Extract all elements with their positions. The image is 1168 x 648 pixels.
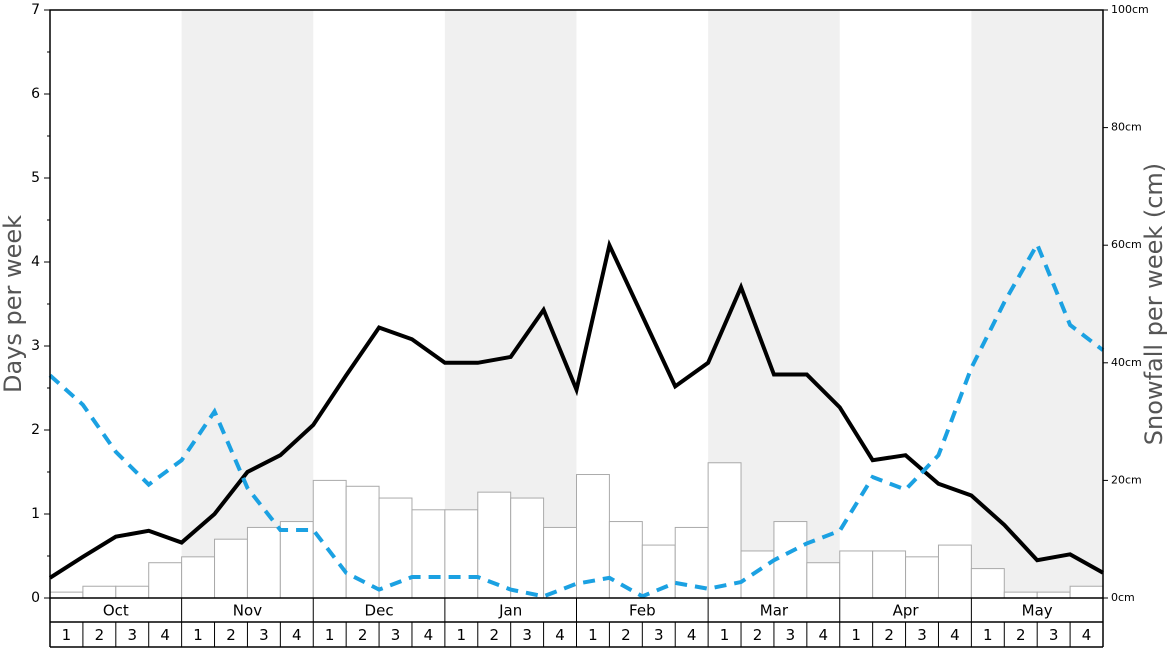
snowfall-bar <box>839 550 874 599</box>
week-label: 4 <box>555 626 565 644</box>
month-label: Oct <box>103 602 129 620</box>
y-tick-label: 5 <box>31 170 40 186</box>
week-label: 3 <box>259 626 269 644</box>
y2-tick-label: 60cm <box>1111 238 1142 251</box>
week-label: 3 <box>391 626 401 644</box>
week-label: 1 <box>851 626 861 644</box>
week-label: 4 <box>819 626 829 644</box>
week-label: 2 <box>489 626 499 644</box>
week-label: 1 <box>457 626 467 644</box>
month-label: Feb <box>629 602 656 620</box>
y2-tick-label: 40cm <box>1111 356 1142 369</box>
snowfall-bar <box>279 521 314 599</box>
week-label: 2 <box>95 626 105 644</box>
week-label: 1 <box>588 626 598 644</box>
y-tick-label: 6 <box>31 86 40 102</box>
y2-axis-title: Snowfall per week (cm) <box>1140 163 1168 445</box>
snowfall-bar <box>937 544 972 599</box>
snowfall-bar <box>806 562 841 599</box>
week-label: 4 <box>950 626 960 644</box>
week-label: 2 <box>621 626 631 644</box>
y2-tick-label: 20cm <box>1111 473 1142 486</box>
week-label: 4 <box>424 626 434 644</box>
week-label: 3 <box>786 626 796 644</box>
y-axis-title: Days per week <box>0 215 27 393</box>
dashed-line <box>48 239 1105 599</box>
snowfall-bar <box>1003 591 1038 599</box>
snowfall-bar <box>49 591 84 599</box>
week-label: 3 <box>654 626 664 644</box>
week-label: 2 <box>1016 626 1026 644</box>
snowfall-bar <box>411 509 446 599</box>
month-label: Mar <box>760 602 789 620</box>
snowfall-bar <box>1036 591 1071 599</box>
y2-tick-label: 0cm <box>1111 591 1135 604</box>
week-label: 2 <box>753 626 763 644</box>
month-label: Apr <box>893 602 920 620</box>
snowfall-bar <box>115 585 150 599</box>
week-label: 2 <box>358 626 368 644</box>
week-label: 1 <box>325 626 335 644</box>
month-label: Dec <box>365 602 394 620</box>
month-label: May <box>1022 602 1053 620</box>
snowfall-bar <box>82 585 117 599</box>
week-label: 1 <box>62 626 72 644</box>
y-tick-label: 2 <box>31 422 40 438</box>
snowfall-bar <box>214 538 248 599</box>
week-label: 1 <box>983 626 993 644</box>
snowfall-bar <box>1069 585 1104 599</box>
week-label: 4 <box>1082 626 1092 644</box>
snowfall-bar <box>872 550 907 599</box>
line <box>48 239 1104 580</box>
week-label: 1 <box>720 626 730 644</box>
snowfall-bar <box>477 491 512 599</box>
week-label: 3 <box>917 626 927 644</box>
week-label: 4 <box>292 626 302 644</box>
month-label: Jan <box>498 602 522 620</box>
month-band <box>181 10 314 598</box>
y-tick-label: 3 <box>31 338 40 354</box>
snowfall-bar <box>970 568 1005 599</box>
snowfall-bar <box>510 497 545 599</box>
week-label: 3 <box>127 626 137 644</box>
y-tick-label: 1 <box>31 506 40 522</box>
y2-tick-label: 80cm <box>1111 121 1142 134</box>
snowfall-bar <box>707 462 742 599</box>
snowfall-bar <box>246 526 281 599</box>
week-label: 3 <box>522 626 532 644</box>
snowfall-bar <box>905 556 939 599</box>
y-tick-label: 7 <box>31 2 40 18</box>
month-band <box>971 10 1103 598</box>
y2-tick-label: 100cm <box>1111 3 1149 16</box>
week-label: 4 <box>687 626 697 644</box>
y-tick-label: 0 <box>31 590 40 606</box>
snowfall-bar <box>740 550 775 599</box>
snowfall-bar <box>148 562 183 599</box>
snowfall-bar <box>444 509 479 599</box>
y-tick-label: 4 <box>31 254 40 270</box>
week-label: 2 <box>226 626 236 644</box>
week-label: 3 <box>1049 626 1059 644</box>
month-label: Nov <box>233 602 262 620</box>
snowfall-bar <box>181 556 216 599</box>
week-label: 1 <box>193 626 203 644</box>
week-label: 2 <box>884 626 894 644</box>
week-label: 4 <box>160 626 170 644</box>
